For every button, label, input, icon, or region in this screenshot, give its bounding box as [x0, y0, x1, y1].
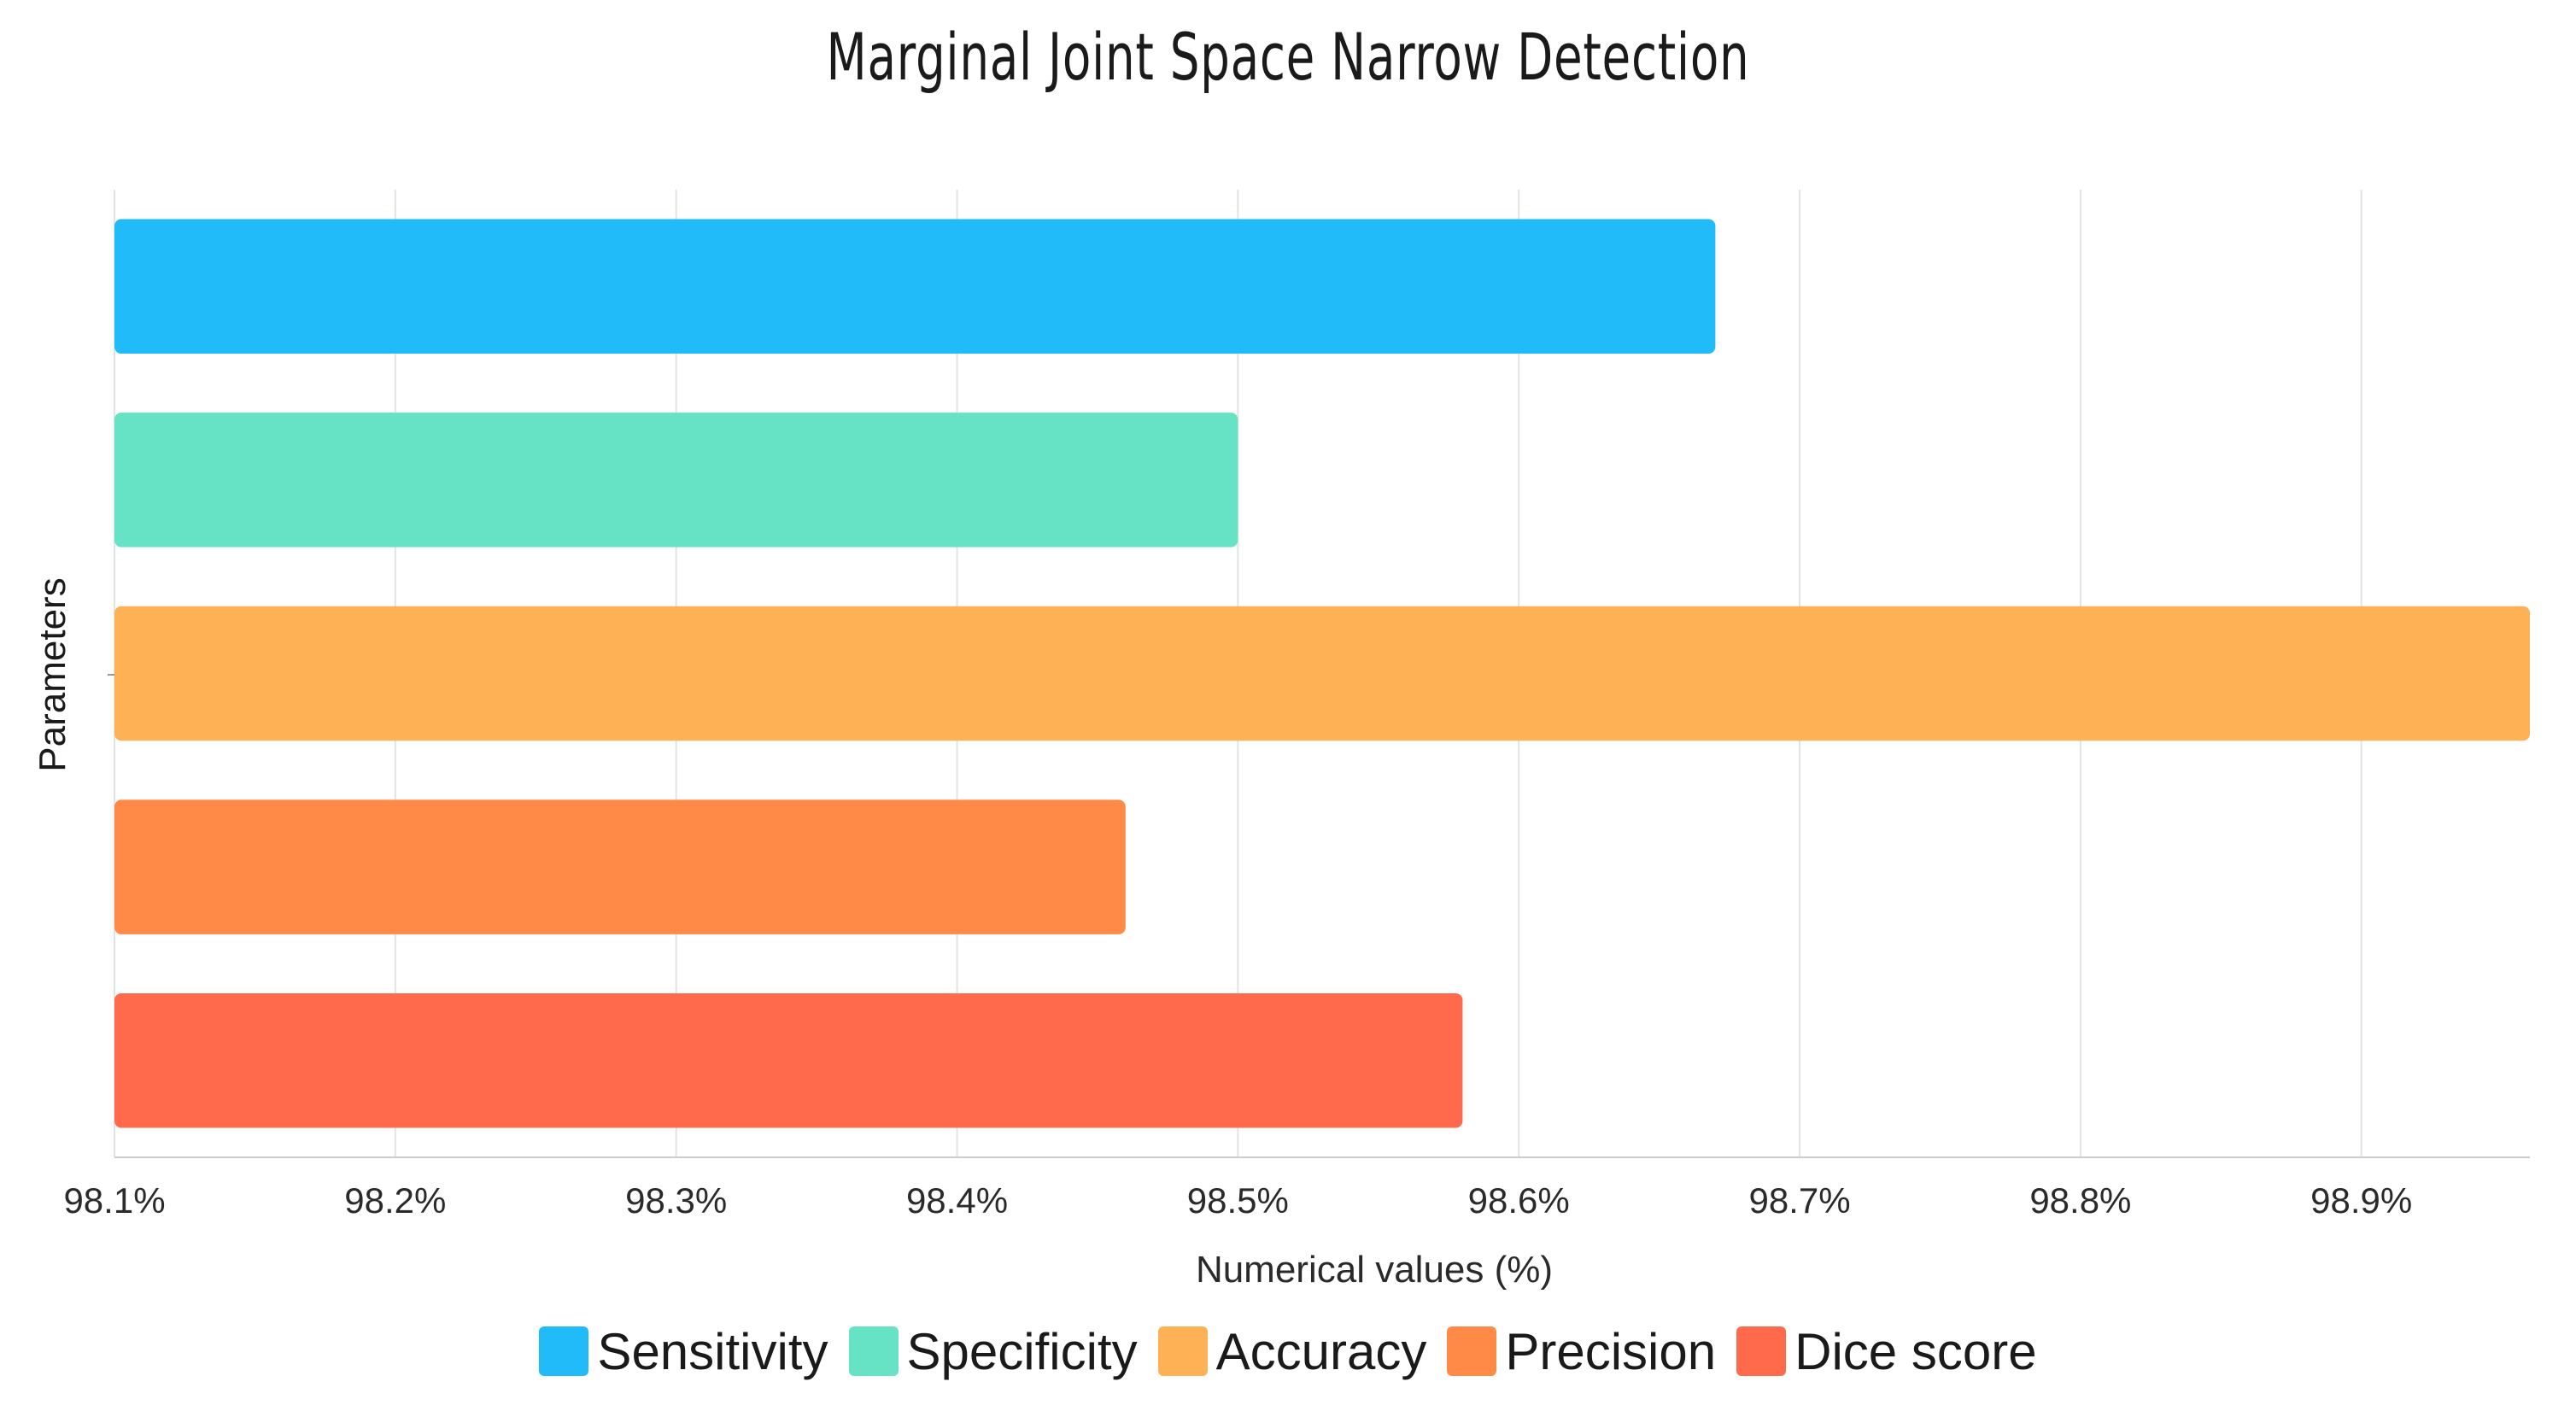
- legend-swatch: [1157, 1326, 1208, 1376]
- chart-title: Marginal Joint Space Narrow Detection: [826, 19, 1750, 95]
- legend-swatch: [1736, 1326, 1787, 1376]
- x-tick-label: 98.6%: [1468, 1180, 1570, 1221]
- x-tick-label: 98.3%: [625, 1180, 727, 1221]
- x-tick-label: 98.8%: [2029, 1180, 2131, 1221]
- legend-item-specificity: Specificity: [848, 1322, 1138, 1381]
- legend-item-sensitivity: Sensitivity: [539, 1322, 828, 1381]
- legend-swatch: [848, 1326, 899, 1376]
- bar-precision: [114, 799, 1126, 934]
- legend-item-accuracy: Accuracy: [1157, 1322, 1427, 1381]
- legend-label: Dice score: [1794, 1322, 2037, 1380]
- legend-label: Specificity: [906, 1322, 1138, 1380]
- x-tick-label: 98.5%: [1187, 1180, 1289, 1221]
- legend: Sensitivity Specificity Accuracy Precision D…: [0, 1317, 2576, 1385]
- legend-label: Precision: [1505, 1322, 1717, 1380]
- legend-label: Sensitivity: [597, 1322, 828, 1380]
- x-axis-label: Numerical values (%): [1195, 1249, 1554, 1291]
- x-tick-label: 98.4%: [906, 1180, 1008, 1221]
- x-tick-label: 98.9%: [2310, 1180, 2412, 1221]
- x-tick-label: 98.7%: [1748, 1180, 1850, 1221]
- bar-sensitivity: [114, 219, 1716, 354]
- legend-swatch: [539, 1326, 589, 1376]
- bar-dice-score: [114, 992, 1463, 1128]
- x-tick-label: 98.1%: [63, 1180, 165, 1221]
- legend-item-dice-score: Dice score: [1736, 1322, 2037, 1381]
- bar-layer: [114, 219, 2530, 1128]
- legend-swatch: [1447, 1326, 1497, 1376]
- bar-specificity: [114, 413, 1238, 547]
- x-tick-label: 98.2%: [344, 1180, 446, 1221]
- legend-label: Accuracy: [1215, 1322, 1427, 1380]
- legend-item-precision: Precision: [1447, 1322, 1716, 1381]
- axis-layer: 98.1% 98.2% 98.3% 98.4% 98.5% 98.6% 98.7% 98.8%…: [63, 674, 2530, 1221]
- y-axis-label: Parameters: [32, 577, 73, 772]
- bar-accuracy: [114, 606, 2530, 741]
